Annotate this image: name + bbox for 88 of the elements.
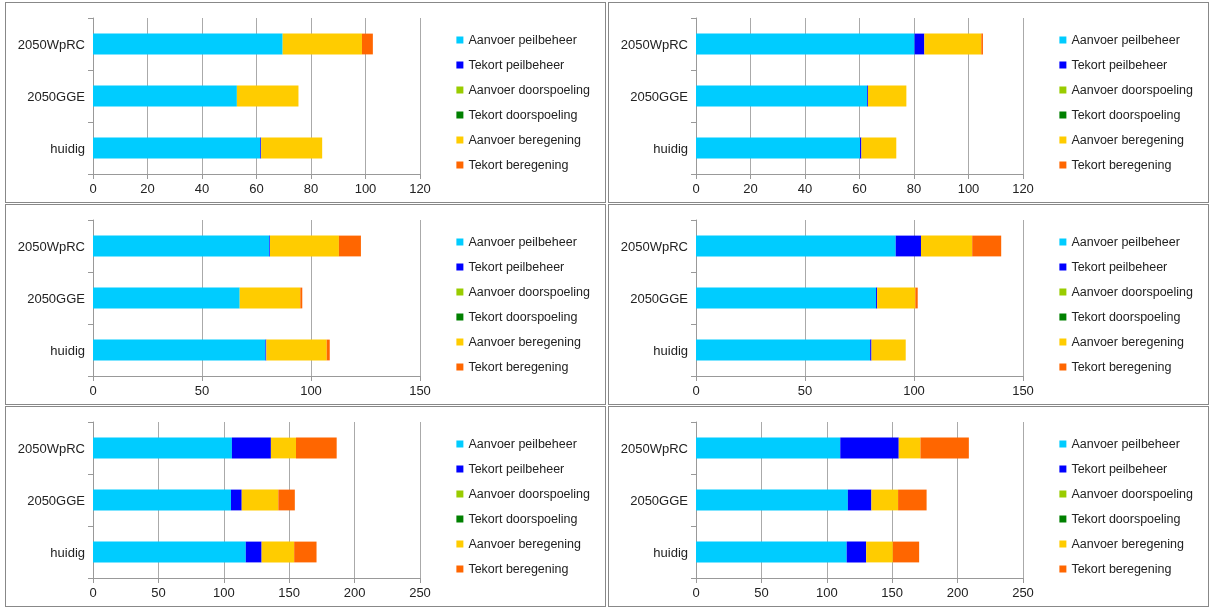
legend-label: Tekort doorspoeling xyxy=(468,108,578,122)
legend-label: Aanvoer peilbeheer xyxy=(1071,33,1180,47)
y-tick-label: 2050GGE xyxy=(630,290,689,306)
legend-label: Tekort beregening xyxy=(1071,360,1172,374)
legend-label: Aanvoer beregening xyxy=(1071,335,1185,349)
x-tick-label: 100 xyxy=(815,585,838,600)
legend-label: Tekort beregening xyxy=(1071,158,1172,172)
x-tick-label: 40 xyxy=(194,181,210,196)
legend-label: Aanvoer beregening xyxy=(1071,133,1185,147)
legend-label: Aanvoer doorspoeling xyxy=(468,83,591,97)
y-tick-label: 2050WpRC xyxy=(17,238,85,254)
x-tick-label: 60 xyxy=(852,181,867,196)
x-tick-label: 100 xyxy=(903,383,925,398)
legend-label: Aanvoer beregening xyxy=(468,335,582,349)
legend-label: Aanvoer beregening xyxy=(468,133,582,147)
y-tick-label: huidig xyxy=(653,140,688,156)
legend-label: Aanvoer peilbeheer xyxy=(1071,235,1180,249)
x-tick-label: 120 xyxy=(409,181,431,196)
legend-label: Tekort peilbeheer xyxy=(1071,260,1168,274)
x-tick-label: 100 xyxy=(957,181,980,196)
x-tick-label: 150 xyxy=(1012,383,1034,398)
x-tick-label: 120 xyxy=(1012,181,1034,196)
x-tick-label: 0 xyxy=(692,181,700,196)
y-tick-label: 2050GGE xyxy=(630,88,689,104)
x-tick-label: 50 xyxy=(151,585,166,600)
x-tick-label: 50 xyxy=(797,383,813,398)
x-tick-label: 150 xyxy=(278,585,301,600)
y-tick-label: huidig xyxy=(50,342,85,358)
y-tick-label: 2050WpRC xyxy=(620,36,688,52)
x-tick-label: 0 xyxy=(89,383,97,398)
x-tick-label: 0 xyxy=(692,585,700,600)
legend-label: Tekort doorspoeling xyxy=(1071,512,1181,526)
x-tick-label: 150 xyxy=(409,383,431,398)
legend-label: Aanvoer beregening xyxy=(1071,537,1185,551)
x-tick-label: 80 xyxy=(906,181,922,196)
x-tick-label: 80 xyxy=(303,181,319,196)
y-tick-label: 2050GGE xyxy=(27,492,86,508)
y-tick-label: 2050WpRC xyxy=(17,440,85,456)
x-tick-label: 250 xyxy=(409,585,431,600)
legend-label: Tekort peilbeheer xyxy=(468,462,565,476)
y-tick-label: 2050GGE xyxy=(630,492,689,508)
legend-label: Tekort beregening xyxy=(1071,562,1172,576)
legend-label: Aanvoer peilbeheer xyxy=(468,235,577,249)
legend-label: Tekort doorspoeling xyxy=(1071,108,1181,122)
x-tick-label: 0 xyxy=(692,383,700,398)
legend-label: Tekort beregening xyxy=(468,158,569,172)
x-tick-label: 50 xyxy=(754,585,769,600)
y-tick-label: huidig xyxy=(653,342,688,358)
x-tick-label: 0 xyxy=(89,181,97,196)
legend-label: Aanvoer doorspoeling xyxy=(1071,83,1194,97)
legend-label: Tekort peilbeheer xyxy=(1071,58,1168,72)
x-tick-label: 40 xyxy=(797,181,813,196)
legend-label: Aanvoer beregening xyxy=(468,537,582,551)
y-tick-label: 2050WpRC xyxy=(620,440,688,456)
x-tick-label: 100 xyxy=(354,181,377,196)
x-tick-label: 200 xyxy=(946,585,969,600)
legend-label: Tekort beregening xyxy=(468,360,569,374)
legend-label: Tekort peilbeheer xyxy=(468,58,565,72)
legend-label: Aanvoer doorspoeling xyxy=(1071,285,1194,299)
legend-label: Tekort doorspoeling xyxy=(468,512,578,526)
y-tick-label: huidig xyxy=(50,544,85,560)
x-tick-label: 150 xyxy=(881,585,904,600)
y-tick-label: 2050WpRC xyxy=(17,36,85,52)
x-tick-label: 20 xyxy=(743,181,758,196)
legend-label: Aanvoer doorspoeling xyxy=(468,487,591,501)
legend-label: Aanvoer peilbeheer xyxy=(468,437,577,451)
legend-label: Tekort beregening xyxy=(468,562,569,576)
y-tick-label: 2050GGE xyxy=(27,290,86,306)
y-tick-label: 2050WpRC xyxy=(620,238,688,254)
y-tick-label: huidig xyxy=(50,140,85,156)
x-tick-label: 100 xyxy=(212,585,235,600)
legend-label: Aanvoer peilbeheer xyxy=(468,33,577,47)
x-tick-label: 100 xyxy=(300,383,322,398)
legend-label: Aanvoer doorspoeling xyxy=(468,285,591,299)
x-tick-label: 50 xyxy=(194,383,210,398)
x-tick-label: 200 xyxy=(343,585,366,600)
y-tick-label: 2050GGE xyxy=(27,88,86,104)
legend-label: Tekort doorspoeling xyxy=(468,310,578,324)
legend-label: Aanvoer doorspoeling xyxy=(1071,487,1194,501)
legend-label: Tekort doorspoeling xyxy=(1071,310,1181,324)
y-tick-label: huidig xyxy=(653,544,688,560)
x-tick-label: 250 xyxy=(1012,585,1034,600)
legend-label: Aanvoer peilbeheer xyxy=(1071,437,1180,451)
x-tick-label: 60 xyxy=(249,181,264,196)
x-tick-label: 0 xyxy=(89,585,97,600)
legend-label: Tekort peilbeheer xyxy=(1071,462,1168,476)
x-tick-label: 20 xyxy=(140,181,155,196)
legend-label: Tekort peilbeheer xyxy=(468,260,565,274)
